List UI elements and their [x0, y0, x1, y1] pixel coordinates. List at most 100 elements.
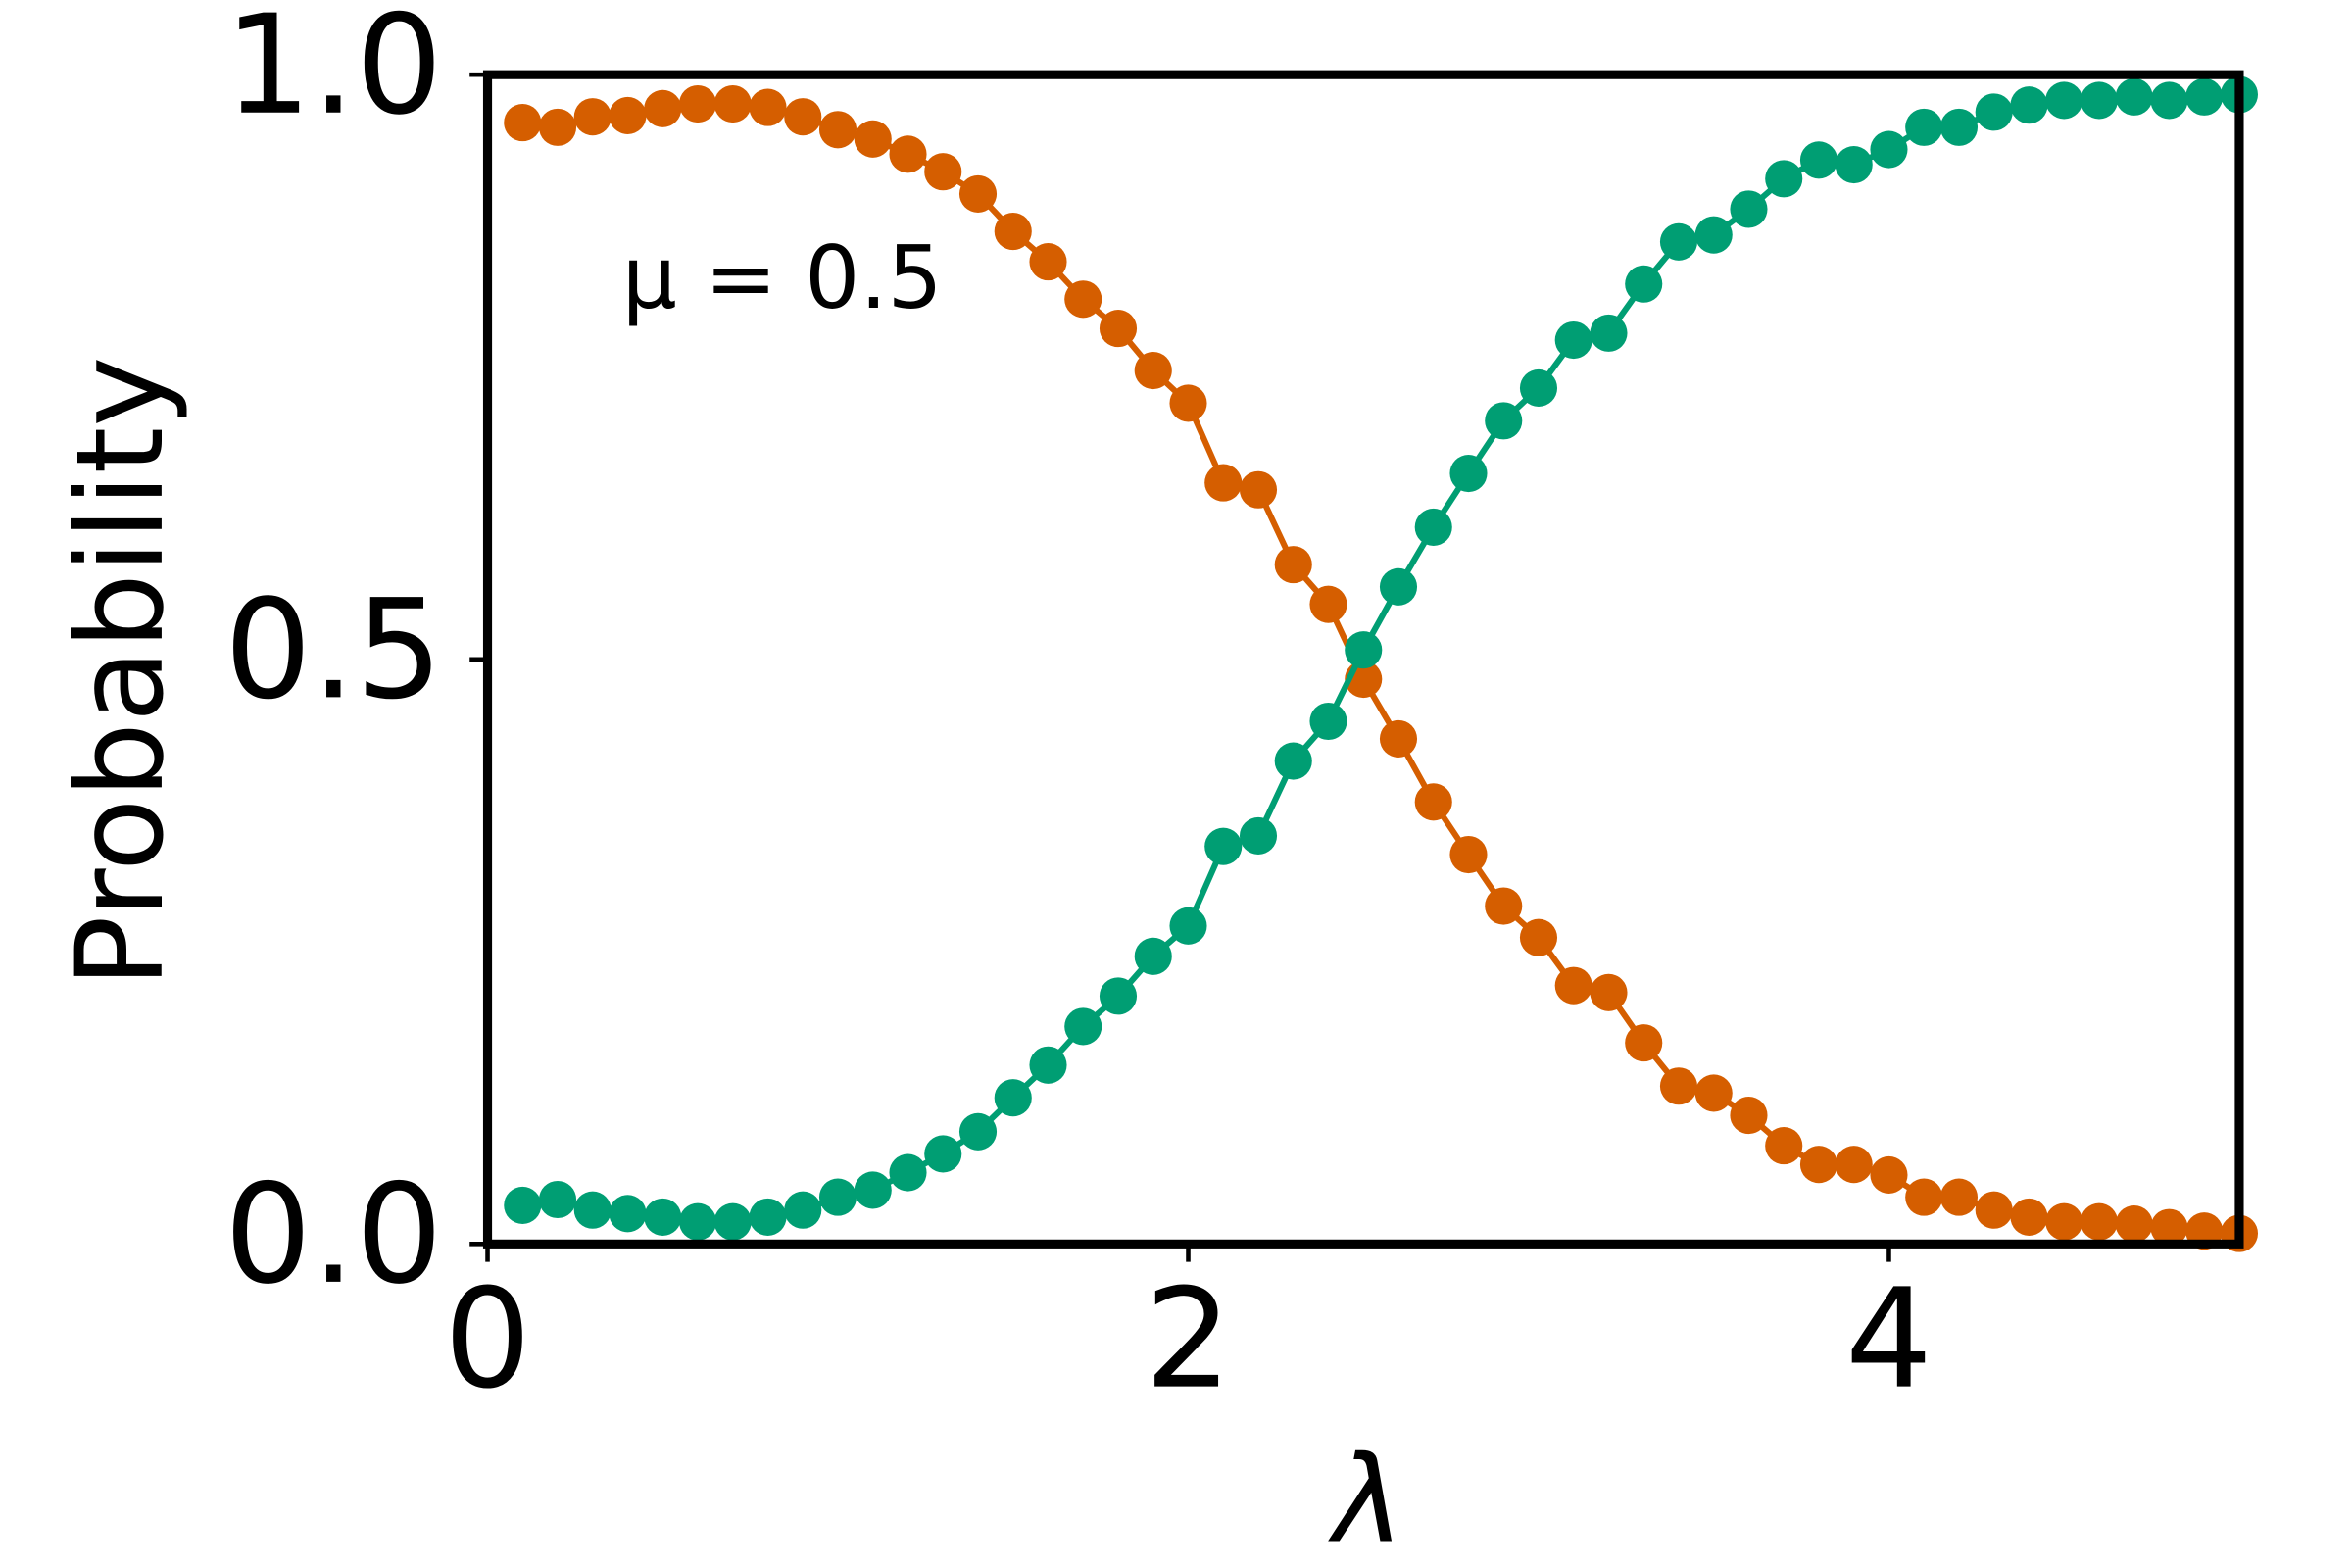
- data-point: [1799, 1146, 1838, 1184]
- data-point: [1379, 567, 1418, 606]
- data-point: [784, 98, 822, 136]
- data-point: [1870, 1155, 1908, 1194]
- data-point: [1379, 719, 1418, 758]
- data-point: [854, 1171, 892, 1209]
- data-point: [504, 1186, 542, 1225]
- data-point: [1939, 108, 1979, 146]
- data-point: [609, 1195, 647, 1233]
- data-point: [1134, 352, 1172, 390]
- data-point: [749, 1198, 787, 1236]
- data-point: [678, 84, 717, 123]
- data-point: [2150, 1208, 2188, 1247]
- data-point: [573, 98, 612, 136]
- data-point: [1870, 130, 1908, 169]
- data-point: [994, 213, 1032, 251]
- data-point: [2045, 1202, 2083, 1241]
- data-point: [1239, 816, 1278, 855]
- data-point: [1554, 320, 1592, 360]
- data-point: [749, 88, 787, 126]
- data-point: [2010, 86, 2048, 124]
- data-point: [1835, 146, 1873, 184]
- data-point: [1975, 1191, 2013, 1229]
- data-point: [1414, 508, 1452, 546]
- data-point: [1905, 108, 1943, 146]
- data-point: [644, 89, 682, 127]
- data-point: [1169, 906, 1207, 945]
- data-point: [1099, 310, 1138, 348]
- data-point: [1765, 160, 1803, 198]
- data-point: [1730, 1097, 1768, 1135]
- annotation: μ = 0.5: [622, 227, 943, 328]
- data-point: [1274, 546, 1312, 584]
- data-point: [924, 153, 962, 191]
- data-point: [1694, 1074, 1733, 1112]
- data-point: [1625, 265, 1663, 303]
- data-point: [1765, 1127, 1803, 1165]
- data-point: [1029, 1046, 1067, 1084]
- y-tick-label: 0.5: [224, 570, 443, 730]
- data-point: [1485, 887, 1523, 925]
- data-point: [958, 1112, 998, 1151]
- data-point: [1064, 280, 1102, 318]
- data-point: [1345, 631, 1383, 669]
- data-point: [1975, 93, 2013, 131]
- data-point: [2185, 77, 2224, 116]
- data-point: [1449, 835, 1488, 874]
- data-point: [1309, 702, 1348, 741]
- data-point: [538, 1180, 577, 1219]
- x-tick-label: 2: [1145, 1260, 1232, 1420]
- data-point: [958, 174, 998, 213]
- data-point: [1099, 977, 1138, 1015]
- data-point: [1169, 384, 1207, 422]
- data-point: [1730, 190, 1768, 228]
- data-point: [1659, 222, 1698, 261]
- data-point: [2115, 1205, 2153, 1244]
- data-point: [818, 1178, 858, 1216]
- x-tick-label: 0: [444, 1260, 531, 1420]
- data-point: [678, 1202, 717, 1241]
- y-tick-label: 0.0: [224, 1155, 443, 1315]
- data-point: [1939, 1178, 1979, 1216]
- data-point: [2080, 1202, 2119, 1241]
- data-point: [2010, 1198, 2048, 1236]
- data-point: [1309, 585, 1348, 623]
- plot-frame: [482, 70, 2244, 1249]
- data-point: [1449, 455, 1488, 493]
- data-point: [1625, 1024, 1663, 1062]
- data-point: [1590, 314, 1628, 352]
- data-point: [2080, 81, 2119, 120]
- data-point: [924, 1135, 962, 1173]
- data-point: [1835, 1146, 1873, 1184]
- data-point: [538, 108, 577, 146]
- data-point: [1905, 1178, 1943, 1216]
- data-point: [504, 104, 542, 142]
- data-point: [1590, 973, 1628, 1011]
- data-point: [1485, 402, 1523, 440]
- data-point: [889, 135, 927, 173]
- data-point: [1799, 141, 1838, 179]
- data-point: [1029, 243, 1067, 281]
- data-point: [1134, 937, 1172, 975]
- data-point: [1239, 470, 1278, 509]
- data-point: [818, 111, 858, 149]
- y-axis-label: Probability: [51, 357, 190, 988]
- data-point: [2045, 81, 2083, 120]
- data-point: [1519, 918, 1558, 956]
- data-point: [1694, 216, 1733, 254]
- data-point: [2150, 81, 2188, 120]
- x-tick-label: 4: [1845, 1260, 1933, 1420]
- data-point: [889, 1153, 927, 1192]
- data-point: [1519, 368, 1558, 408]
- data-point: [784, 1191, 822, 1229]
- data-point: [1064, 1007, 1102, 1046]
- y-tick-label: 1.0: [224, 0, 443, 146]
- data-point: [609, 96, 647, 134]
- x-axis-label: λ: [1328, 1430, 1404, 1568]
- data-point: [1659, 1067, 1698, 1105]
- data-point: [1274, 742, 1312, 780]
- data-point: [1554, 966, 1592, 1004]
- data-point: [1204, 464, 1243, 502]
- data-point: [854, 120, 892, 158]
